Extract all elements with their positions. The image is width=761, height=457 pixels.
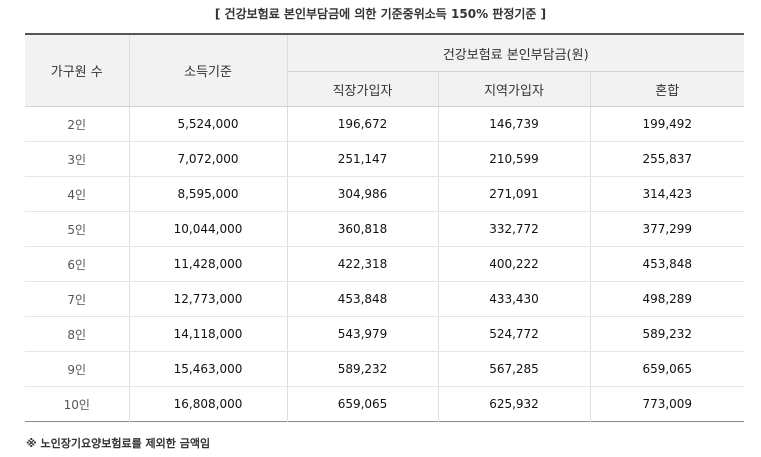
- table-row: 4인 8,595,000 304,986 271,091 314,423: [25, 176, 744, 212]
- cell-regional: 271,091: [438, 176, 591, 212]
- cell-household: 5인: [25, 211, 130, 247]
- table-row: 8인 14,118,000 543,979 524,772 589,232: [25, 316, 744, 352]
- cell-employee: 589,232: [287, 351, 439, 387]
- cell-employee: 422,318: [287, 246, 439, 282]
- cell-household: 4인: [25, 176, 130, 212]
- cell-regional: 400,222: [438, 246, 591, 282]
- cell-household: 2인: [25, 106, 130, 142]
- cell-mixed: 199,492: [590, 106, 744, 142]
- cell-household: 6인: [25, 246, 130, 282]
- cell-mixed: 377,299: [590, 211, 744, 247]
- footnote: ※ 노인장기요양보험료를 제외한 금액임: [26, 437, 211, 450]
- cell-employee: 304,986: [287, 176, 439, 212]
- cell-employee: 543,979: [287, 316, 439, 352]
- cell-income: 5,524,000: [129, 106, 288, 142]
- cell-income: 8,595,000: [129, 176, 288, 212]
- cell-employee: 196,672: [287, 106, 439, 142]
- header-regional: 지역가입자: [438, 71, 591, 107]
- cell-regional: 625,932: [438, 386, 591, 422]
- cell-income: 7,072,000: [129, 141, 288, 177]
- cell-mixed: 255,837: [590, 141, 744, 177]
- header-premium-group: 건강보험료 본인부담금(원): [287, 34, 744, 72]
- cell-mixed: 589,232: [590, 316, 744, 352]
- table-row: 10인 16,808,000 659,065 625,932 773,009: [25, 386, 744, 422]
- cell-mixed: 659,065: [590, 351, 744, 387]
- cell-income: 10,044,000: [129, 211, 288, 247]
- header-mixed: 혼합: [590, 71, 744, 107]
- table-row: 2인 5,524,000 196,672 146,739 199,492: [25, 106, 744, 142]
- cell-regional: 567,285: [438, 351, 591, 387]
- cell-employee: 360,818: [287, 211, 439, 247]
- table-row: 6인 11,428,000 422,318 400,222 453,848: [25, 246, 744, 282]
- table-caption: [ 건강보험료 본인부담금에 의한 기준중위소득 150% 판정기준 ]: [214, 7, 547, 21]
- cell-employee: 659,065: [287, 386, 439, 422]
- cell-mixed: 453,848: [590, 246, 744, 282]
- subheader-row: 직장가입자 지역가입자 혼합: [25, 71, 744, 107]
- cell-household: 7인: [25, 281, 130, 317]
- cell-regional: 332,772: [438, 211, 591, 247]
- cell-household: 10인: [25, 386, 130, 422]
- header-income: 소득기준: [129, 34, 288, 107]
- table-row: 7인 12,773,000 453,848 433,430 498,289: [25, 281, 744, 317]
- cell-regional: 146,739: [438, 106, 591, 142]
- table-row: 9인 15,463,000 589,232 567,285 659,065: [25, 351, 744, 387]
- cell-income: 12,773,000: [129, 281, 288, 317]
- cell-household: 8인: [25, 316, 130, 352]
- cell-regional: 524,772: [438, 316, 591, 352]
- cell-employee: 251,147: [287, 141, 439, 177]
- cell-household: 9인: [25, 351, 130, 387]
- cell-income: 16,808,000: [129, 386, 288, 422]
- header-employee: 직장가입자: [287, 71, 439, 107]
- header-row: 가구원 수 소득기준 건강보험료 본인부담금(원): [25, 34, 744, 107]
- cell-employee: 453,848: [287, 281, 439, 317]
- cell-income: 15,463,000: [129, 351, 288, 387]
- cell-regional: 433,430: [438, 281, 591, 317]
- table-row: 5인 10,044,000 360,818 332,772 377,299: [25, 211, 744, 247]
- cell-regional: 210,599: [438, 141, 591, 177]
- cell-mixed: 498,289: [590, 281, 744, 317]
- header-household: 가구원 수: [25, 34, 130, 107]
- cell-income: 14,118,000: [129, 316, 288, 352]
- income-criteria-table: 가구원 수 소득기준 건강보험료 본인부담금(원) 직장가입자 지역가입자 혼합…: [25, 33, 744, 422]
- table-row: 3인 7,072,000 251,147 210,599 255,837: [25, 141, 744, 177]
- cell-income: 11,428,000: [129, 246, 288, 282]
- cell-mixed: 314,423: [590, 176, 744, 212]
- cell-mixed: 773,009: [642, 397, 693, 411]
- cell-household: 3인: [25, 141, 130, 177]
